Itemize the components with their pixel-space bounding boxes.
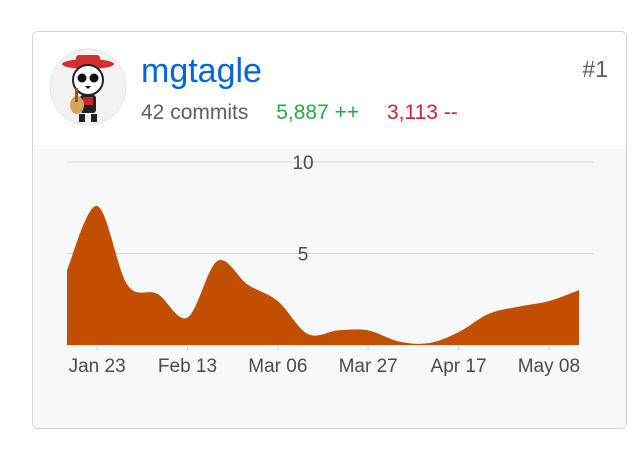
deletions-count: 3,113 -- xyxy=(386,101,458,124)
additions-count: 5,887 ++ xyxy=(276,101,360,124)
x-tick-label: Jan 23 xyxy=(69,356,126,377)
contributor-header: mgtagle 42 commits 5,887 ++ 3,113 -- #1 xyxy=(33,32,626,146)
x-tick-label: Apr 17 xyxy=(431,356,487,377)
contributor-username-link[interactable]: mgtagle xyxy=(141,52,262,90)
commit-area-chart-svg: 5 10 Jan 23 Feb 13 Mar 06 Mar 27 Apr 17 May 08 xyxy=(67,153,593,377)
commit-area-series xyxy=(67,205,579,345)
y-tick-label: 10 xyxy=(292,153,313,174)
y-tick-label: 5 xyxy=(298,245,309,266)
commits-count[interactable]: 42 commits xyxy=(141,101,249,124)
x-tick-label: Feb 13 xyxy=(158,356,217,377)
x-tick-label: Mar 27 xyxy=(339,356,398,377)
avatar[interactable] xyxy=(49,48,127,126)
contributor-stats: 42 commits 5,887 ++ 3,113 -- xyxy=(141,102,458,123)
x-tick-label: Mar 06 xyxy=(248,356,307,377)
x-tick-label: May 08 xyxy=(518,356,580,377)
commit-activity-chart: 5 10 Jan 23 Feb 13 Mar 06 Mar 27 Apr 17 May 08 xyxy=(33,145,626,428)
contributor-rank: #1 xyxy=(582,56,608,82)
contributor-card: mgtagle 42 commits 5,887 ++ 3,113 -- #1 … xyxy=(32,31,627,429)
